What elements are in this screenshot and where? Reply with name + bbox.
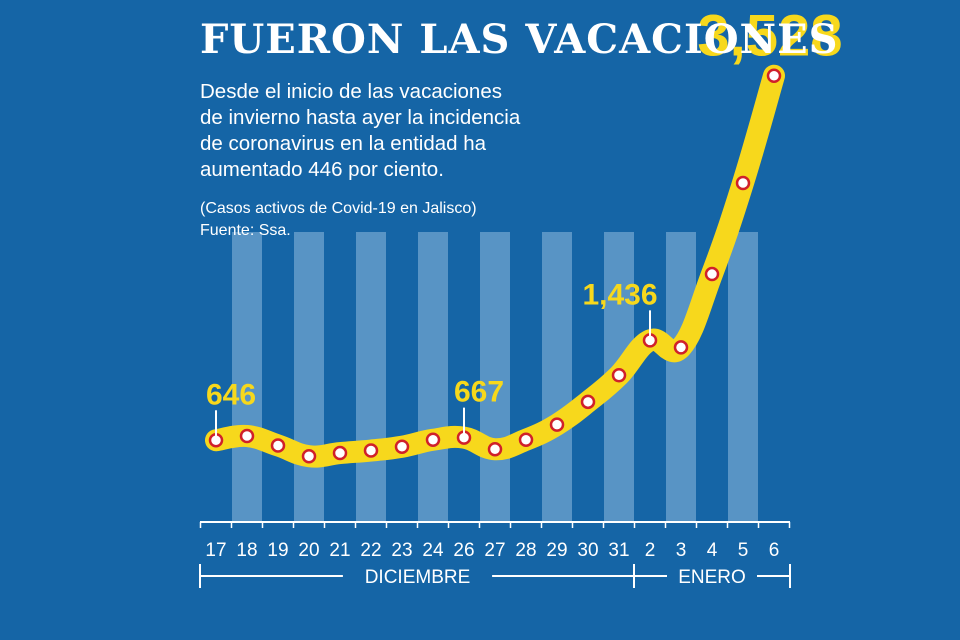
description-line: Desde el inicio de las vacaciones bbox=[200, 80, 502, 103]
x-tick-label: 19 bbox=[267, 540, 288, 561]
x-tick-label: 31 bbox=[608, 540, 629, 561]
chart-notes: (Casos activos de Covid-19 en Jalisco) F… bbox=[200, 198, 590, 242]
x-tick-label: 27 bbox=[484, 540, 505, 561]
column-band bbox=[542, 232, 572, 522]
data-point bbox=[487, 442, 503, 457]
value-annotation: 667 bbox=[454, 376, 504, 409]
column-bands bbox=[232, 232, 758, 522]
data-point bbox=[239, 428, 255, 444]
data-point bbox=[425, 432, 441, 448]
data-point bbox=[301, 448, 317, 464]
column-band bbox=[418, 232, 448, 522]
column-band bbox=[356, 232, 386, 522]
x-tick-label: 17 bbox=[205, 540, 226, 561]
column-band bbox=[666, 232, 696, 522]
data-point bbox=[580, 394, 596, 410]
group-label: DICIEMBRE bbox=[365, 567, 471, 588]
data-point bbox=[270, 438, 286, 453]
column-band bbox=[232, 232, 262, 522]
x-tick-label: 24 bbox=[422, 540, 444, 561]
data-point bbox=[394, 439, 410, 454]
chart-subtitle: (Casos activos de Covid-19 en Jalisco) bbox=[200, 200, 477, 217]
column-band bbox=[294, 232, 324, 522]
x-axis: 17 18 19 20 21 22 23 24 26 27 28 29 30 31 2 3 4 5 6 bbox=[199, 521, 791, 561]
x-tick-label: 20 bbox=[298, 540, 319, 561]
group-label: ENERO bbox=[678, 567, 746, 588]
data-point bbox=[363, 443, 379, 458]
x-tick-label: 21 bbox=[329, 540, 350, 561]
x-tick-label: 29 bbox=[546, 540, 567, 561]
value-annotation: 3,528 bbox=[697, 4, 842, 69]
value-annotation: 646 bbox=[206, 378, 256, 411]
column-band bbox=[480, 232, 510, 522]
data-point bbox=[766, 68, 782, 83]
x-tick-label: 3 bbox=[676, 540, 687, 561]
data-point bbox=[549, 417, 565, 432]
column-band bbox=[728, 232, 758, 522]
x-tick-label: 30 bbox=[577, 540, 598, 561]
data-markers bbox=[208, 68, 782, 464]
chart-source: Fuente: Ssa. bbox=[200, 222, 291, 239]
x-tick-label: 28 bbox=[515, 540, 536, 561]
data-point bbox=[518, 432, 534, 448]
value-annotation: 1,436 bbox=[582, 278, 657, 311]
x-tick-label: 5 bbox=[738, 540, 749, 561]
description-line: aumentado 446 por ciento. bbox=[200, 158, 444, 181]
chart-description: Desde el inicio de las vacaciones de inv… bbox=[200, 79, 590, 183]
data-point bbox=[611, 368, 627, 383]
x-tick-label: 6 bbox=[769, 540, 780, 561]
chart-title: FUERON LAS VACACIONES bbox=[200, 16, 839, 63]
x-tick-label: 22 bbox=[360, 540, 381, 561]
x-tick-label: 4 bbox=[707, 540, 718, 561]
x-tick-label: 2 bbox=[645, 540, 656, 561]
description-line: de invierno hasta ayer la incidencia bbox=[200, 106, 521, 129]
value-annotations: 646 667 1,436 3,528 bbox=[206, 4, 843, 441]
data-point bbox=[673, 340, 689, 355]
x-tick-label: 18 bbox=[236, 540, 257, 561]
x-tick-label: 26 bbox=[453, 540, 474, 561]
data-point bbox=[704, 266, 720, 282]
description-line: de coronavirus en la entidad ha bbox=[200, 132, 487, 155]
data-point bbox=[735, 175, 751, 191]
month-groups: DICIEMBRE ENERO bbox=[199, 564, 791, 588]
x-tick-label: 23 bbox=[391, 540, 412, 561]
data-point bbox=[332, 445, 348, 461]
